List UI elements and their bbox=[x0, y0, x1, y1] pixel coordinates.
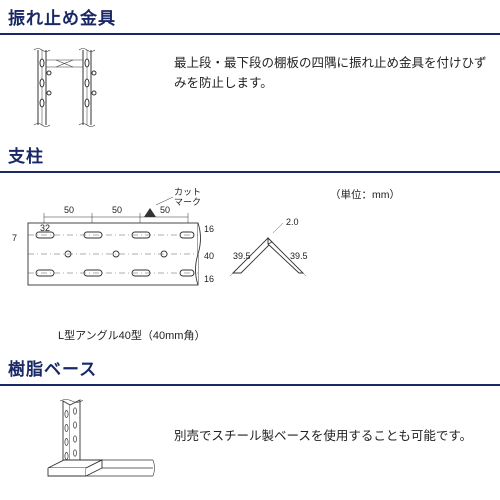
heading-post: 支柱 bbox=[0, 138, 500, 173]
dim-16-top: 16 bbox=[204, 224, 214, 234]
angle-len-r: 39.5 bbox=[290, 251, 308, 261]
angle-thick: 2.0 bbox=[286, 217, 299, 227]
unit-note: （単位：mm） bbox=[330, 189, 400, 201]
section3-body: 別売でスチール製ベースを使用することも可能です。 bbox=[0, 396, 500, 486]
dim-32: 32 bbox=[40, 223, 50, 233]
section1-body: 最上段・最下段の棚板の四隅に振れ止め金具を付けひずみを防止します。 bbox=[0, 45, 500, 130]
diagram-post: 50 50 50 32 7 16 40 16 カットマーク 39.5 39.5 … bbox=[8, 183, 308, 343]
desc-resin-base: 別売でスチール製ベースを使用することも可能です。 bbox=[174, 396, 472, 446]
dim-7: 7 bbox=[12, 233, 17, 243]
dim-40: 40 bbox=[204, 251, 214, 261]
diagram-resin-base bbox=[8, 396, 158, 486]
dim-50-b: 50 bbox=[112, 205, 122, 215]
heading-resin-base: 樹脂ベース bbox=[0, 351, 500, 386]
desc-anti-sway: 最上段・最下段の棚板の四隅に振れ止め金具を付けひずみを防止します。 bbox=[174, 45, 492, 93]
heading-anti-sway: 振れ止め金具 bbox=[0, 0, 500, 35]
section2-body: 50 50 50 32 7 16 40 16 カットマーク 39.5 39.5 … bbox=[0, 183, 500, 343]
diagram-anti-sway bbox=[8, 45, 158, 130]
section-post: 支柱 bbox=[0, 138, 500, 343]
cut-mark-label: カットマーク bbox=[174, 187, 201, 207]
dim-50-c: 50 bbox=[160, 205, 170, 215]
angle-len-l: 39.5 bbox=[233, 251, 251, 261]
section-anti-sway-bracket: 振れ止め金具 bbox=[0, 0, 500, 130]
post-caption: L型アングル40型（40mm角） bbox=[8, 327, 308, 343]
section-resin-base: 樹脂ベース bbox=[0, 351, 500, 486]
dim-50-a: 50 bbox=[64, 205, 74, 215]
dim-16-bot: 16 bbox=[204, 274, 214, 284]
